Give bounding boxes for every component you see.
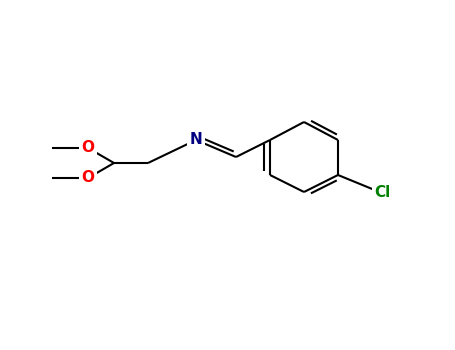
Text: Cl: Cl	[374, 186, 390, 201]
Text: O: O	[81, 170, 95, 186]
Text: O: O	[81, 140, 95, 155]
Text: N: N	[190, 133, 202, 147]
